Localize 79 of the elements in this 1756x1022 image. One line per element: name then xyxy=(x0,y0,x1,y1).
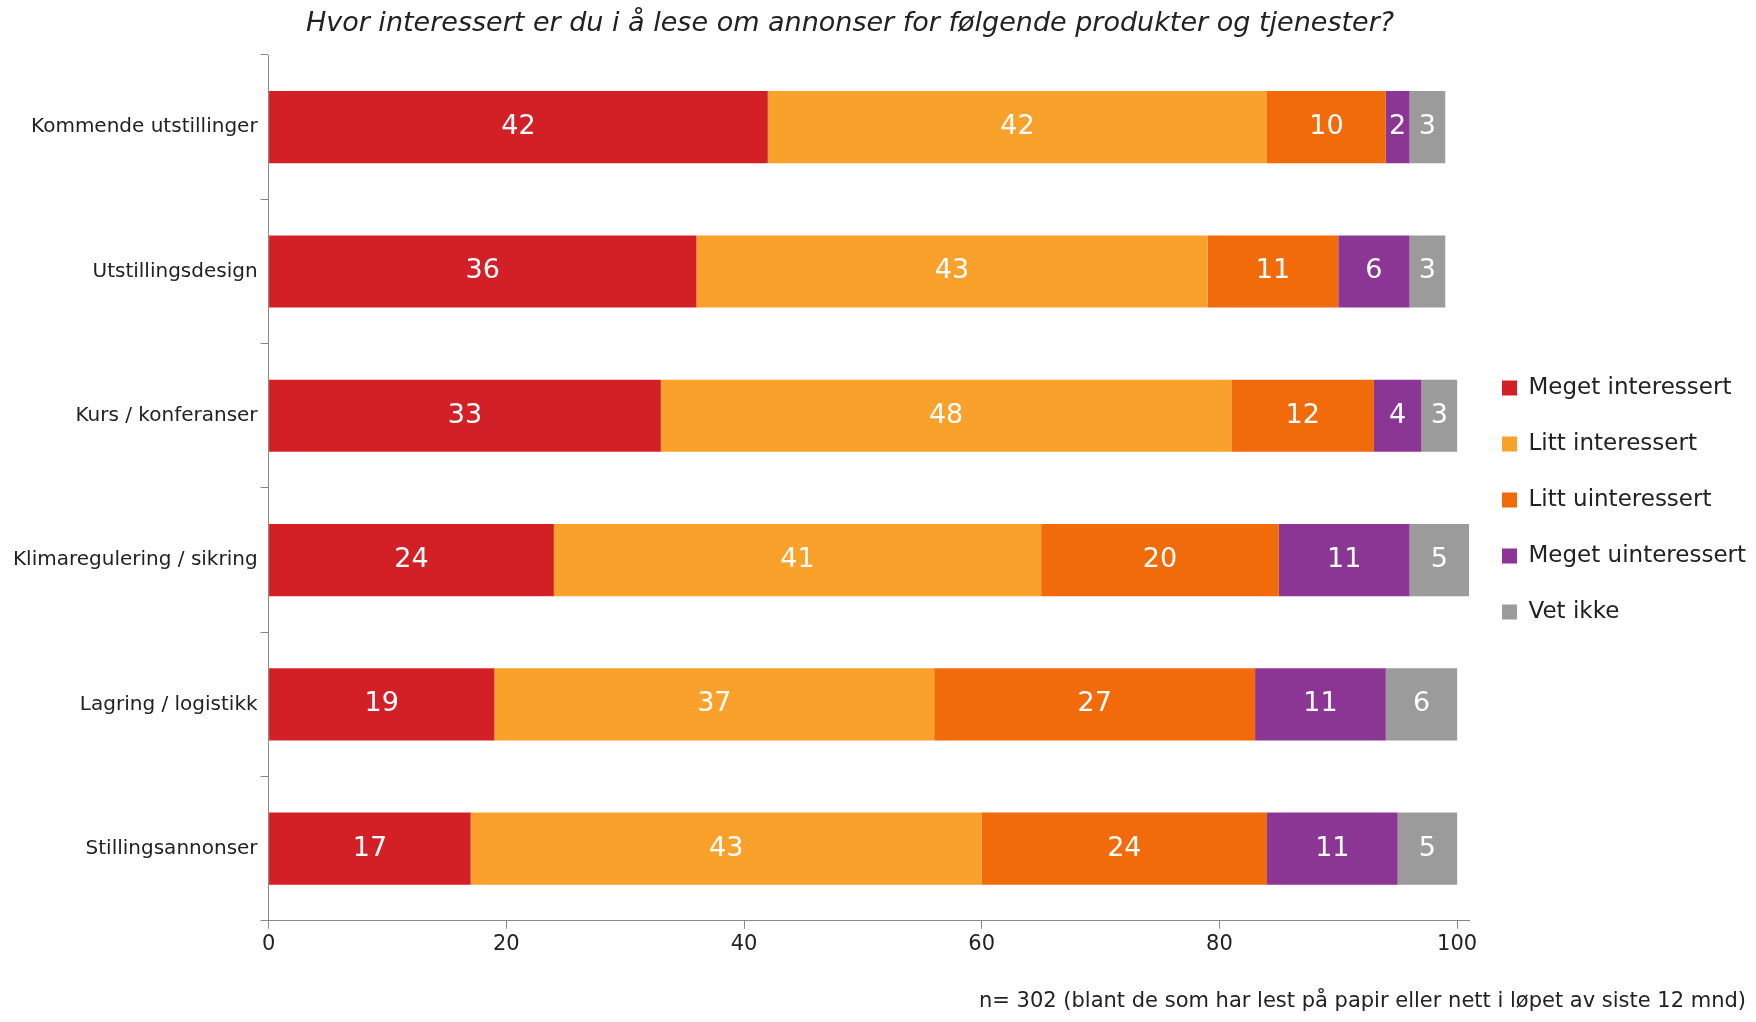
data-label: 2 xyxy=(1389,109,1407,141)
data-label: 10 xyxy=(1309,109,1344,141)
x-tick-label: 40 xyxy=(730,930,758,955)
data-label: 19 xyxy=(364,686,399,718)
data-label: 3 xyxy=(1418,253,1437,285)
bar xyxy=(1397,812,1458,885)
bar xyxy=(269,668,495,741)
y-tick-label: Stillingsannonser xyxy=(85,834,259,859)
chart-title: Hvor interessert er du i å lese om annonser for følgende produkter og tjenester? xyxy=(304,6,1396,37)
bar xyxy=(1409,91,1446,164)
bar xyxy=(1385,668,1458,741)
bar xyxy=(1207,235,1339,308)
bar xyxy=(269,91,768,164)
data-label: 41 xyxy=(780,542,815,574)
data-label: 33 xyxy=(447,397,483,429)
x-tick-label: 0 xyxy=(261,930,276,955)
data-label: 43 xyxy=(709,830,744,862)
data-label: 3 xyxy=(1430,397,1448,429)
data-label: 24 xyxy=(394,542,429,574)
legend-label: Litt uinteressert xyxy=(1528,484,1712,511)
bar xyxy=(767,91,1267,164)
data-label: 12 xyxy=(1285,397,1320,429)
bar xyxy=(269,235,697,308)
bar xyxy=(470,812,982,885)
bar xyxy=(1278,523,1410,597)
bar xyxy=(1421,379,1458,452)
y-tick-label: Utstillingsdesign xyxy=(92,257,258,282)
y-tick-label: Lagring / logistikk xyxy=(79,690,259,715)
data-label: 5 xyxy=(1430,542,1448,574)
data-label: 6 xyxy=(1412,686,1431,718)
legend-label: Litt interessert xyxy=(1528,428,1697,455)
x-tick-label: 80 xyxy=(1206,930,1233,955)
bar xyxy=(1373,379,1422,452)
bar xyxy=(269,812,471,885)
y-tick-label: Kurs / konferanser xyxy=(75,401,259,426)
data-label: 6 xyxy=(1365,253,1383,285)
data-label: 43 xyxy=(934,253,970,285)
bar xyxy=(269,523,554,597)
data-label: 11 xyxy=(1327,542,1362,574)
data-label: 27 xyxy=(1077,686,1112,718)
bar xyxy=(1266,812,1398,885)
data-label: 11 xyxy=(1255,253,1291,285)
data-label: 48 xyxy=(928,397,964,429)
bar xyxy=(269,379,661,452)
data-label: 3 xyxy=(1418,109,1437,141)
bar xyxy=(1338,235,1410,308)
data-label: 37 xyxy=(697,686,732,718)
bar xyxy=(981,812,1267,885)
data-label: 11 xyxy=(1303,686,1338,718)
x-tick-label: 20 xyxy=(492,930,520,955)
legend-label: Vet ikke xyxy=(1528,596,1620,623)
legend-label: Meget interessert xyxy=(1528,372,1732,399)
data-label: 5 xyxy=(1418,830,1437,862)
y-tick-label: Klimaregulering / sikring xyxy=(12,546,258,571)
legend-label: Meget uinteressert xyxy=(1528,540,1747,567)
bar xyxy=(934,668,1256,741)
data-label: 17 xyxy=(352,830,388,862)
bar xyxy=(660,379,1232,452)
bar xyxy=(553,523,1042,597)
bar xyxy=(1409,523,1470,597)
data-label: 42 xyxy=(1000,109,1035,141)
bar xyxy=(1255,668,1386,741)
text: n= 302 (blant de som har lest på papir eller nett i løpet av siste 12 mnd) xyxy=(978,988,1746,1012)
bar xyxy=(696,235,1208,308)
bar xyxy=(1385,91,1410,164)
bar xyxy=(1041,523,1279,597)
data-label: 20 xyxy=(1142,542,1178,574)
data-label: 42 xyxy=(501,109,536,141)
bar xyxy=(494,668,935,741)
data-label: 11 xyxy=(1315,830,1350,862)
data-label: 24 xyxy=(1107,830,1142,862)
bar xyxy=(1266,91,1386,164)
y-tick-label: Kommende utstillinger xyxy=(31,113,259,138)
x-tick-label: 100 xyxy=(1437,930,1478,955)
x-tick-label: 60 xyxy=(968,930,996,955)
data-label: 36 xyxy=(465,253,500,285)
bar xyxy=(1231,379,1374,452)
bar xyxy=(1409,235,1446,308)
data-label: 4 xyxy=(1389,397,1407,429)
